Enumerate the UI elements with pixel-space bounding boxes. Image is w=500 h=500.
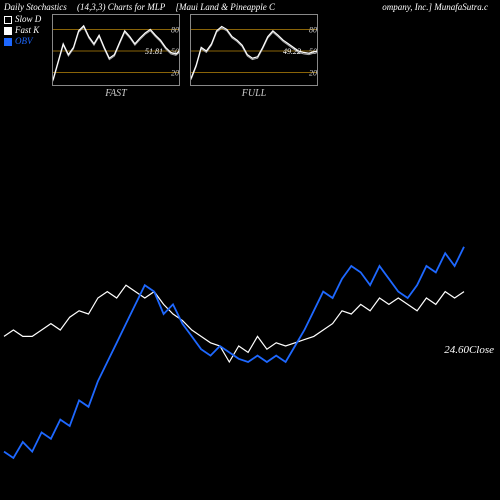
main-obv-chart bbox=[0, 130, 500, 500]
title-company-b: ompany, Inc.] MunafaSutra.c bbox=[382, 2, 488, 12]
legend-fast-k: Fast K bbox=[4, 25, 41, 36]
legend-fast-k-label: Fast K bbox=[15, 25, 39, 36]
swatch-obv bbox=[4, 38, 12, 46]
page-title: Daily Stochastics (14,3,3) Charts for ML… bbox=[4, 2, 496, 12]
legend-slow-d: Slow D bbox=[4, 14, 41, 25]
swatch-fast-k bbox=[4, 27, 12, 35]
mini-full-label: FULL bbox=[190, 88, 318, 99]
legend-obv-label: OBV bbox=[15, 36, 33, 47]
legend: Slow D Fast K OBV bbox=[4, 14, 41, 47]
title-company-a: [Maui Land & Pineapple C bbox=[176, 2, 276, 12]
svg-text:20: 20 bbox=[171, 69, 179, 78]
close-price-label: 24.60Close bbox=[444, 344, 494, 356]
title-stochastics: Daily Stochastics bbox=[4, 2, 67, 12]
mini-full-svg: 20508049.22 bbox=[190, 14, 318, 86]
close-suffix: Close bbox=[469, 344, 494, 356]
title-params: (14,3,3) Charts for MLP bbox=[77, 2, 165, 12]
swatch-slow-d bbox=[4, 16, 12, 24]
mini-fast-label: FAST bbox=[52, 88, 180, 99]
legend-obv: OBV bbox=[4, 36, 41, 47]
mini-fast-svg: 20508051.81 bbox=[52, 14, 180, 86]
svg-text:51.81: 51.81 bbox=[145, 47, 163, 56]
svg-text:49.22: 49.22 bbox=[283, 47, 301, 56]
legend-slow-d-label: Slow D bbox=[15, 14, 41, 25]
mini-chart-full: 20508049.22 FULL bbox=[190, 14, 318, 99]
svg-text:80: 80 bbox=[171, 25, 179, 34]
mini-chart-fast: 20508051.81 FAST bbox=[52, 14, 180, 99]
mini-charts-row: 20508051.81 FAST 20508049.22 FULL bbox=[52, 14, 318, 99]
close-value: 24.60 bbox=[444, 344, 469, 356]
svg-text:80: 80 bbox=[309, 25, 317, 34]
svg-text:20: 20 bbox=[309, 69, 317, 78]
